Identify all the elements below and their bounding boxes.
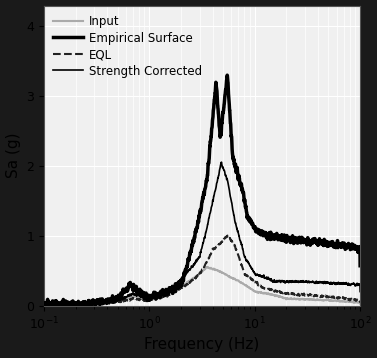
Input (196, 273, 200, 277)
EQL (349, 297, 354, 301)
Input (291, 297, 296, 301)
Strength Corrected (349, 282, 354, 286)
EQL (57, 303, 61, 308)
Empirical Surface (45, 304, 49, 308)
Empirical Surface (187, 254, 192, 258)
Line: Strength Corrected: Strength Corrected (44, 162, 360, 305)
EQL (196, 273, 200, 277)
Input (187, 279, 192, 283)
Empirical Surface (349, 242, 353, 247)
EQL (291, 292, 296, 296)
Empirical Surface (358, 263, 362, 268)
X-axis label: Frequency (Hz): Frequency (Hz) (144, 338, 260, 352)
Strength Corrected (187, 267, 192, 272)
Strength Corrected (41, 303, 46, 307)
Strength Corrected (46, 303, 51, 308)
EQL (41, 302, 46, 306)
Input (74, 303, 79, 307)
Empirical Surface (225, 73, 230, 77)
Empirical Surface (196, 220, 200, 224)
EQL (225, 233, 230, 238)
Line: EQL: EQL (44, 236, 360, 305)
Empirical Surface (58, 302, 62, 306)
Line: Input: Input (44, 267, 360, 305)
EQL (187, 280, 192, 285)
Y-axis label: Sa (g): Sa (g) (6, 133, 21, 178)
Line: Empirical Surface: Empirical Surface (44, 75, 360, 306)
Input (58, 302, 62, 306)
Strength Corrected (358, 289, 362, 294)
Input (41, 303, 46, 307)
Legend: Input, Empirical Surface, EQL, Strength Corrected: Input, Empirical Surface, EQL, Strength … (50, 11, 205, 81)
Input (349, 300, 353, 304)
Empirical Surface (291, 240, 296, 244)
Strength Corrected (349, 282, 353, 286)
EQL (349, 297, 353, 301)
Empirical Surface (349, 244, 354, 248)
Strength Corrected (196, 257, 200, 262)
EQL (358, 300, 362, 305)
Empirical Surface (41, 301, 46, 305)
EQL (58, 302, 62, 306)
Strength Corrected (58, 301, 62, 306)
Input (358, 301, 362, 306)
Input (349, 300, 354, 304)
Strength Corrected (291, 279, 296, 284)
Input (205, 265, 210, 269)
Strength Corrected (219, 160, 224, 164)
